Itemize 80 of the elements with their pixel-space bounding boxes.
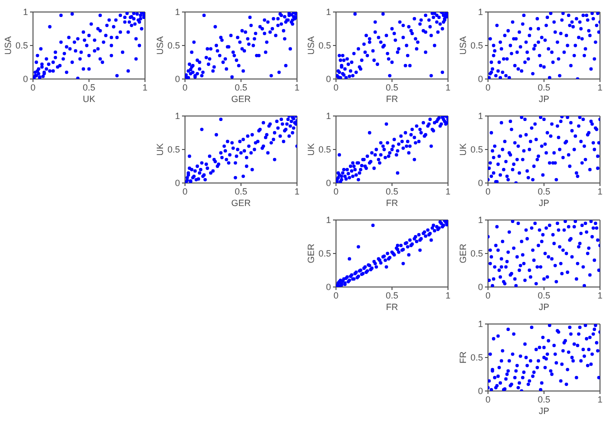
x-tick-label: 0	[333, 290, 339, 300]
x-tick-label: 1	[597, 394, 603, 404]
y-axis-title: USA	[155, 36, 165, 55]
y-tick-label: 0	[326, 74, 331, 84]
x-axis-title: FR	[386, 94, 398, 104]
y-axis-title: USA	[306, 36, 316, 55]
x-tick-label: 0.5	[538, 290, 550, 300]
x-tick-label: 0.5	[538, 82, 550, 92]
y-tick-label: 0.5	[318, 40, 331, 51]
x-tick-label: 1	[597, 290, 603, 300]
x-tick-label: 1	[294, 82, 300, 92]
y-axis-title: GER	[458, 243, 468, 264]
y-axis-title: USA	[458, 36, 468, 55]
y-tick-label: 0	[478, 386, 483, 396]
y-tick-label: 0.5	[470, 144, 483, 155]
x-tick-label: 1	[597, 186, 603, 196]
y-tick-label: 0.5	[167, 144, 180, 155]
y-axis-title: UK	[458, 143, 468, 156]
y-tick-label: 0	[478, 74, 483, 84]
x-axis-title: FR	[386, 198, 398, 208]
y-tick-label: 1	[174, 111, 180, 122]
y-tick-label: 0	[326, 282, 331, 292]
x-axis-title: UK	[82, 94, 96, 104]
x-tick-label: 1	[445, 290, 451, 300]
x-tick-label: 1	[445, 82, 451, 92]
y-tick-label: 0	[174, 74, 180, 84]
x-axis-title: FR	[386, 302, 398, 312]
y-tick-label: 0.5	[470, 352, 483, 363]
x-tick-label: 0	[333, 82, 339, 92]
y-tick-label: 0	[478, 282, 483, 292]
x-tick-label: 0	[182, 186, 188, 196]
x-tick-label: 1	[445, 186, 451, 196]
x-tick-label: 0	[333, 186, 339, 196]
x-tick-label: 0	[485, 82, 491, 92]
y-tick-label: 0	[22, 74, 28, 84]
x-tick-label: 1	[597, 82, 603, 92]
x-axis-title: JP	[538, 94, 550, 104]
x-axis-title: JP	[538, 406, 550, 416]
x-axis-title: JP	[538, 302, 550, 312]
x-tick-label: 0	[485, 290, 491, 300]
x-tick-label: 1	[294, 186, 300, 196]
y-tick-label: 0.5	[15, 40, 28, 51]
x-tick-label: 0	[485, 186, 491, 196]
y-tick-label: 1	[478, 215, 483, 226]
x-tick-label: 0	[485, 394, 491, 404]
x-tick-label: 0.5	[386, 186, 398, 196]
y-tick-label: 0.5	[167, 40, 180, 51]
y-tick-label: 0.5	[470, 40, 483, 51]
y-tick-label: 0.5	[318, 248, 331, 259]
x-tick-label: 0.5	[538, 186, 550, 196]
x-tick-label: 0.5	[234, 186, 248, 196]
y-tick-label: 1	[326, 7, 331, 18]
y-axis-title: FR	[458, 351, 468, 364]
y-tick-label: 1	[478, 111, 483, 122]
y-tick-label: 0	[174, 178, 180, 188]
y-tick-label: 0.5	[318, 144, 331, 155]
y-tick-label: 0.5	[470, 248, 483, 259]
y-tick-label: 1	[326, 111, 331, 122]
x-tick-label: 0	[30, 82, 36, 92]
x-axis-title: GER	[231, 198, 252, 208]
y-tick-label: 1	[22, 7, 28, 18]
y-tick-label: 0	[326, 178, 331, 188]
y-tick-label: 1	[478, 7, 483, 18]
x-tick-label: 0.5	[234, 82, 248, 92]
y-axis-title: USA	[3, 36, 13, 55]
y-tick-label: 1	[326, 215, 331, 226]
y-tick-label: 1	[174, 7, 180, 18]
x-tick-label: 0	[182, 82, 188, 92]
x-axis-title: GER	[231, 94, 252, 104]
y-axis-title: UK	[306, 143, 316, 156]
y-axis-title: GER	[306, 243, 316, 264]
x-tick-label: 0.5	[386, 82, 398, 92]
x-tick-label: 0.5	[82, 82, 96, 92]
x-tick-label: 0.5	[386, 290, 398, 300]
x-axis-title: JP	[538, 198, 550, 208]
y-tick-label: 0	[478, 178, 483, 188]
y-tick-label: 1	[478, 319, 483, 330]
x-tick-label: 0.5	[538, 394, 550, 404]
y-axis-title: UK	[155, 143, 165, 156]
x-tick-label: 1	[142, 82, 148, 92]
